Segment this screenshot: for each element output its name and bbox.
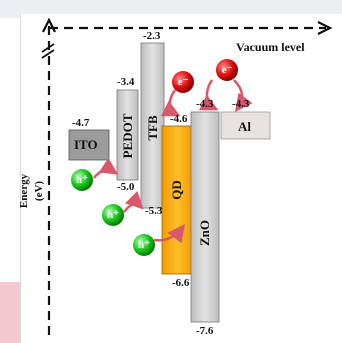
tfb-top-value: -2.3 [143,30,161,42]
pedot-label: PEDOT [120,113,135,159]
hole-2 [102,204,124,226]
y-axis-label-unit: (eV) [33,180,45,202]
layer-qd [161,125,193,275]
layer-pedot [116,89,139,181]
axis-break-1 [41,43,55,53]
hole-3 [133,234,155,256]
zno-bottom-value: -7.6 [196,325,214,337]
qd-label: QD [169,180,184,200]
pedot-top-value: -3.4 [117,76,135,88]
al-label: Al [238,119,251,134]
al-top-value: -4.3 [232,98,250,110]
vacuum-arrowhead [317,21,333,35]
layer-al [220,111,271,140]
qd-bottom-value: -6.6 [172,277,190,289]
electron-2-label: e⁻ [221,64,233,76]
ito-top-value: -4.7 [72,117,90,129]
electron-2 [216,59,238,81]
y-axis-label-energy: Energy [18,173,30,209]
hole-1-label: h⁺ [76,174,88,186]
hole-1 [71,169,93,191]
tfb-bottom-value: -5.3 [145,205,163,217]
electron-arrow-3 [233,79,253,113]
hole-arrow-1 [93,157,119,179]
background-top-strip [0,0,342,18]
pedot-bottom-value: -5.0 [117,181,135,193]
ito-label: ITO [74,137,98,152]
hole-3-label: h⁺ [138,239,150,251]
axis-break-2 [41,49,55,59]
electron-arrow-2 [198,79,219,111]
background-pink-strip [0,282,20,343]
qd-top-value: -4.6 [170,113,188,125]
background-left-strip [0,18,20,343]
hole-arrow-2 [123,190,144,213]
tfb-label: TFB [145,115,160,141]
zno-top-value: -4.3 [196,98,214,110]
hole-2-label: h⁺ [107,209,119,221]
vacuum-level-label: Vacuum level [236,40,305,54]
layer-zno [190,111,220,323]
layer-ito [68,129,110,161]
electron-1-label: e⁻ [177,76,189,88]
electron-1 [172,71,194,93]
electron-arrow-1 [160,89,181,117]
hole-arrow-3 [153,224,186,244]
layer-tfb [140,42,165,209]
zno-label: ZnO [197,220,212,247]
